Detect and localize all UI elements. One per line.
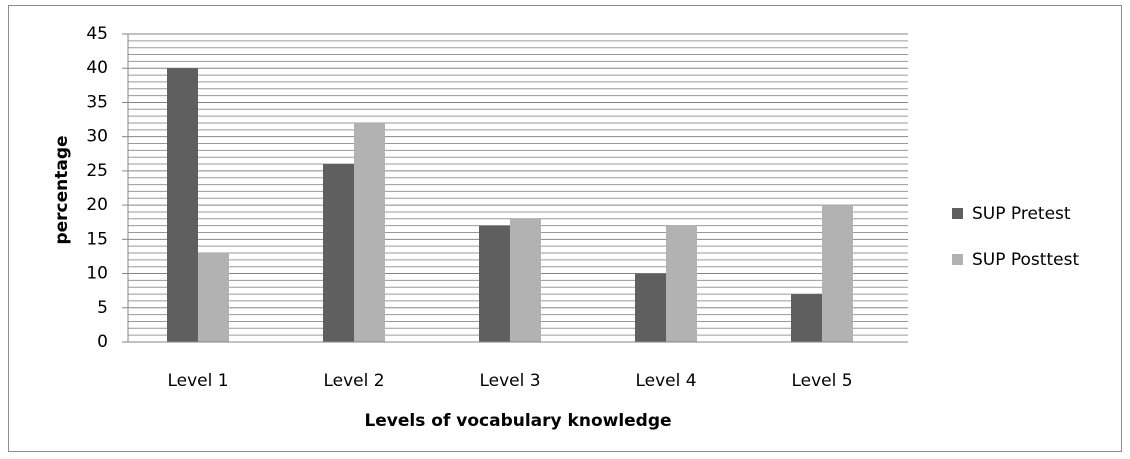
legend-label: SUP Pretest [972, 204, 1071, 224]
bar [510, 218, 541, 342]
legend-swatch [952, 208, 963, 219]
legend-swatch [952, 254, 963, 265]
bar [354, 122, 385, 342]
bar [167, 68, 198, 342]
legend-label: SUP Posttest [972, 250, 1079, 270]
y-tick-label: 45 [86, 24, 108, 44]
bar [635, 273, 666, 342]
y-tick-label: 5 [97, 298, 108, 318]
x-tick-label: Level 5 [791, 371, 852, 391]
y-tick-label: 10 [86, 264, 108, 284]
y-axis-title: percentage [52, 135, 72, 244]
x-tick-label: Level 1 [167, 371, 228, 391]
bar [198, 253, 229, 342]
bar [479, 225, 510, 342]
x-tick-label: Level 3 [479, 371, 540, 391]
bar [822, 205, 853, 342]
bar [323, 164, 354, 342]
x-tick-label: Level 2 [323, 371, 384, 391]
y-tick-label: 25 [86, 161, 108, 181]
y-tick-label: 0 [97, 332, 108, 352]
bar [791, 294, 822, 342]
y-tick-label: 40 [86, 58, 108, 78]
y-tick-label: 20 [86, 195, 108, 215]
x-tick-label: Level 4 [635, 371, 696, 391]
bar [666, 225, 697, 342]
y-tick-label: 30 [86, 127, 108, 147]
y-tick-label: 35 [86, 92, 108, 112]
x-axis-title: Levels of vocabulary knowledge [364, 411, 671, 431]
y-tick-label: 15 [86, 229, 108, 249]
